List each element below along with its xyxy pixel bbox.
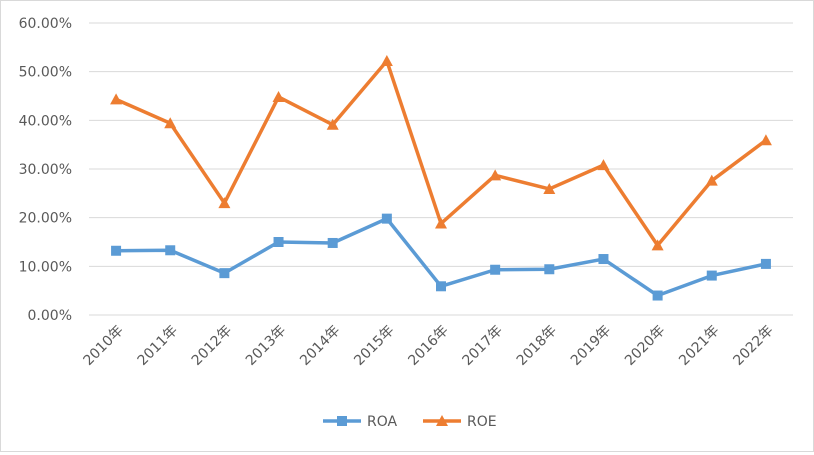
x-tick-label: 2013年 xyxy=(243,323,289,369)
data-point-roe xyxy=(272,90,285,102)
x-tick-label: 2015年 xyxy=(351,323,397,369)
x-tick-label: 2017年 xyxy=(460,323,506,369)
x-tick-label: 2022年 xyxy=(730,323,776,369)
data-point-roa xyxy=(760,258,771,269)
data-point-roa xyxy=(381,213,392,224)
data-point-roe xyxy=(380,54,393,66)
y-tick-label: 20.00% xyxy=(19,211,72,227)
legend-item-roe: ROE xyxy=(423,414,497,430)
data-point-roe xyxy=(705,174,718,186)
data-point-roa xyxy=(598,254,609,265)
y-tick-label: 40.00% xyxy=(19,113,72,129)
y-axis: 0.00% 10.00% 20.00% 30.00% 40.00% 50.00% 60.00… xyxy=(19,16,72,324)
legend-item-roa: ROA xyxy=(323,414,398,430)
series-roa xyxy=(111,213,771,301)
x-tick-label: 2021年 xyxy=(676,323,722,369)
data-point-roe xyxy=(164,117,177,129)
x-tick-label: 2010年 xyxy=(80,323,126,369)
data-point-roa xyxy=(544,264,555,275)
x-tick-label: 2020年 xyxy=(622,323,668,369)
x-tick-label: 2011年 xyxy=(135,323,181,369)
series-roe xyxy=(110,54,772,251)
legend-square-marker xyxy=(337,416,347,426)
data-point-roa xyxy=(111,245,122,256)
x-tick-label: 2018年 xyxy=(514,323,560,369)
data-point-roe xyxy=(218,197,231,209)
data-point-roe xyxy=(326,118,339,130)
data-point-roe xyxy=(489,169,502,181)
y-tick-label: 0.00% xyxy=(28,308,72,324)
data-point-roe xyxy=(759,134,772,146)
y-tick-label: 10.00% xyxy=(19,259,72,275)
data-point-roa xyxy=(327,237,338,248)
data-point-roa xyxy=(165,245,176,256)
y-tick-label: 30.00% xyxy=(19,162,72,178)
data-point-roa xyxy=(273,237,284,247)
x-axis: 2010年 2011年 2012年 2013年 2014年 2015年 2016年 2017年… xyxy=(80,323,776,369)
y-tick-label: 60.00% xyxy=(19,16,72,32)
data-point-roe xyxy=(543,182,556,194)
legend-label: ROE xyxy=(467,414,497,430)
data-point-roa xyxy=(652,290,663,301)
x-tick-label: 2014年 xyxy=(297,323,343,369)
data-point-roa xyxy=(436,281,446,292)
data-point-roa xyxy=(706,270,717,281)
y-tick-label: 50.00% xyxy=(19,65,72,81)
x-tick-label: 2012年 xyxy=(189,323,235,369)
legend-label: ROA xyxy=(367,414,398,430)
legend-triangle-marker xyxy=(436,415,448,426)
data-point-roe xyxy=(110,93,123,105)
data-point-roe xyxy=(435,217,447,229)
data-point-roe xyxy=(651,239,664,251)
data-point-roa xyxy=(219,268,230,279)
series-layer xyxy=(110,54,772,301)
gridlines xyxy=(89,22,793,316)
data-point-roa xyxy=(490,264,501,275)
legend: ROA ROE xyxy=(323,414,497,430)
x-tick-label: 2016年 xyxy=(405,323,451,369)
data-point-roe xyxy=(597,159,610,171)
x-tick-label: 2019年 xyxy=(568,323,614,369)
